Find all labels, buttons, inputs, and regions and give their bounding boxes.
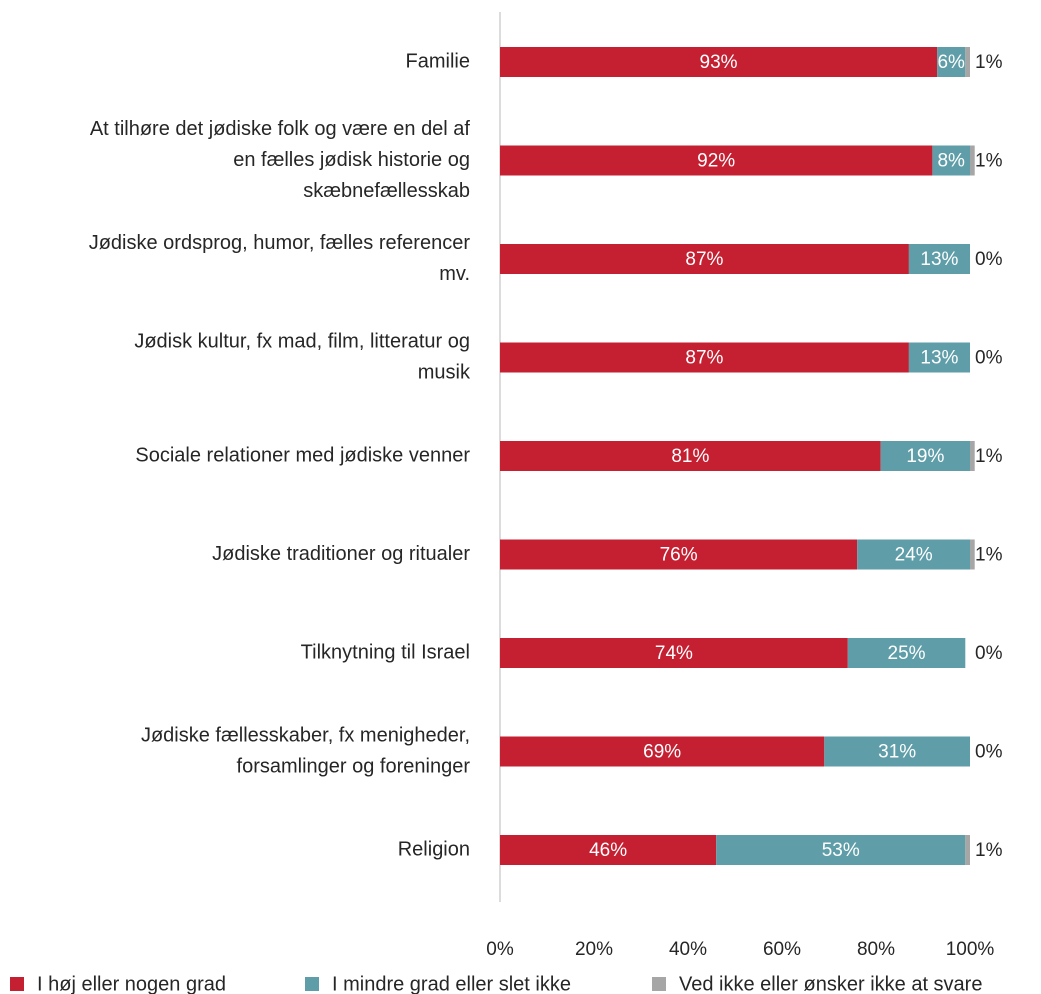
bar-segment	[937, 47, 966, 77]
bar-segment	[500, 47, 938, 77]
bar-segment	[500, 441, 881, 471]
category-label: At tilhøre det jødiske folk og være en d…	[90, 118, 471, 140]
bar-segment	[716, 835, 966, 865]
data-label: 69%	[643, 742, 681, 763]
category-label: Sociale relationer med jødiske venner	[135, 444, 470, 466]
category-label: mv.	[439, 263, 470, 285]
data-label: 1%	[975, 151, 1003, 172]
data-label: 6%	[937, 52, 965, 73]
category-label: Tilknytning til Israel	[301, 641, 470, 663]
x-tick-label: 60%	[763, 939, 801, 960]
legend-swatch	[652, 977, 666, 991]
bar-segment	[500, 342, 909, 373]
data-label: 1%	[975, 446, 1003, 467]
data-label: 81%	[671, 446, 709, 467]
bar-segment	[965, 47, 970, 77]
data-label: 1%	[975, 52, 1003, 73]
data-label: 87%	[685, 348, 723, 369]
bar-segment	[847, 638, 966, 668]
category-label: skæbnefællesskab	[303, 180, 470, 202]
legend-swatch	[305, 977, 319, 991]
data-label: 74%	[655, 643, 693, 664]
data-label: 0%	[975, 348, 1003, 369]
legend-label: Ved ikke eller ønsker ikke at svare	[679, 973, 982, 994]
bar-segment	[965, 835, 970, 865]
legend-label: I høj eller nogen grad	[37, 973, 226, 994]
category-label: Jødiske traditioner og ritualer	[212, 543, 470, 565]
category-label: Jødiske ordsprog, humor, fælles referenc…	[89, 232, 471, 254]
data-label: 8%	[937, 151, 965, 172]
x-tick-label: 20%	[575, 939, 613, 960]
x-tick-label: 0%	[486, 939, 514, 960]
bar-segment	[932, 145, 970, 176]
category-labels: Familie At tilhøre det jødiske folk og væ…	[89, 50, 471, 860]
x-tick-label: 100%	[946, 939, 995, 960]
bar-segment	[500, 539, 858, 570]
legend: I høj eller nogen grad I mindre grad elle…	[10, 973, 982, 994]
bar-segment	[970, 441, 975, 471]
data-label: 25%	[888, 643, 926, 664]
data-label: 1%	[975, 545, 1003, 566]
bars: 93% 6% 1% 92% 8% 1% 87% 13% 0% 87% 13% 0% 81% 19% 1% 76…	[500, 47, 1003, 865]
bar-segment	[970, 145, 975, 176]
data-label: 24%	[895, 545, 933, 566]
legend-label: I mindre grad eller slet ikke	[332, 973, 571, 994]
bar-segment	[824, 736, 970, 767]
data-label: 46%	[589, 840, 627, 861]
category-label: musik	[418, 361, 471, 383]
category-label: forsamlinger og foreninger	[237, 755, 471, 777]
bar-segment	[500, 736, 825, 767]
data-label: 92%	[697, 151, 735, 172]
x-tick-label: 80%	[857, 939, 895, 960]
data-label: 1%	[975, 840, 1003, 861]
category-label: Religion	[398, 838, 470, 860]
data-label: 31%	[878, 742, 916, 763]
data-label: 76%	[660, 545, 698, 566]
bar-segment	[908, 342, 970, 373]
data-label: 93%	[700, 52, 738, 73]
data-label: 0%	[975, 742, 1003, 763]
bar-segment	[500, 145, 933, 176]
bar-segment	[857, 539, 970, 570]
data-label: 87%	[685, 249, 723, 270]
data-label: 0%	[975, 643, 1003, 664]
category-label: Jødisk kultur, fx mad, film, litteratur …	[134, 330, 470, 352]
bar-segment	[500, 835, 717, 865]
data-label: 13%	[920, 348, 958, 369]
bar-segment	[500, 638, 848, 668]
x-tick-label: 40%	[669, 939, 707, 960]
data-label: 53%	[822, 840, 860, 861]
data-label: 0%	[975, 249, 1003, 270]
bar-segment	[500, 244, 909, 274]
bar-segment	[970, 539, 975, 570]
bar-segment	[880, 441, 970, 471]
data-label: 13%	[920, 249, 958, 270]
legend-swatch	[10, 977, 24, 991]
category-label: en fælles jødisk historie og	[233, 149, 470, 171]
category-label: Familie	[406, 50, 470, 72]
category-label: Jødiske fællesskaber, fx menigheder,	[141, 724, 470, 746]
bar-segment	[908, 244, 970, 274]
data-label: 19%	[906, 446, 944, 467]
x-axis-ticks: 0% 20% 40% 60% 80% 100%	[486, 939, 994, 960]
